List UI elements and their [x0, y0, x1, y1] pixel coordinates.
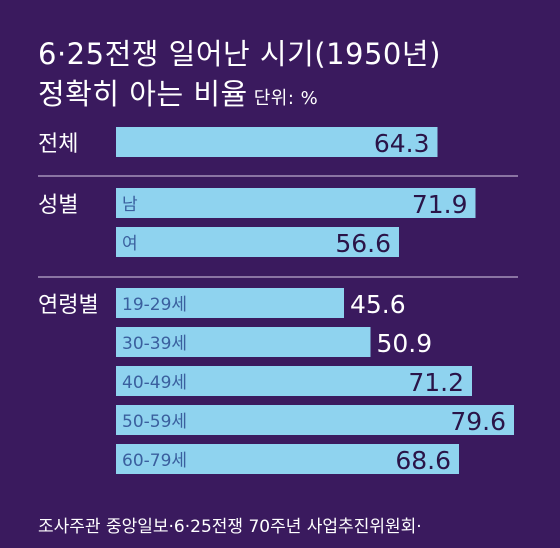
chart-title: 6·25전쟁 일어난 시기(1950년) 정확히 아는 비율 단위: % [38, 34, 441, 119]
data-label: 71.9 [412, 190, 468, 219]
bar-category-label: 40-49세 [122, 373, 187, 393]
group-label: 전체 [38, 132, 78, 157]
bar-category-label: 60-79세 [122, 451, 187, 471]
unit-label: 단위: % [253, 88, 319, 109]
bar [116, 444, 459, 474]
bar-category-label: 남 [122, 195, 138, 215]
data-label: 71.2 [408, 368, 464, 397]
bar [116, 327, 371, 357]
data-label: 56.6 [335, 229, 391, 258]
bar-category-label: 50-59세 [122, 412, 187, 432]
group-label: 연령별 [38, 293, 99, 318]
bar [116, 188, 476, 218]
bar [116, 227, 399, 257]
data-label: 68.6 [395, 446, 451, 475]
title-line-1: 6·25전쟁 일어난 시기(1950년) [38, 37, 441, 71]
title-line-2-text: 정확히 아는 비율 [38, 77, 248, 111]
bar [116, 288, 344, 318]
data-label: 50.9 [377, 329, 433, 358]
bar-category-label: 여 [122, 234, 138, 254]
data-label: 79.6 [450, 407, 506, 436]
group-label: 성별 [38, 193, 78, 218]
bar [116, 127, 438, 157]
bar-category-label: 30-39세 [122, 334, 187, 354]
source-note: 조사주관 중앙일보·6·25전쟁 70주년 사업추진위원회· [38, 517, 422, 537]
data-label: 64.3 [374, 129, 430, 158]
bar [116, 405, 514, 435]
data-label: 45.6 [350, 290, 406, 319]
title-line-2: 정확히 아는 비율 단위: % [38, 74, 441, 119]
bar [116, 366, 472, 396]
bar-category-label: 19-29세 [122, 295, 187, 315]
